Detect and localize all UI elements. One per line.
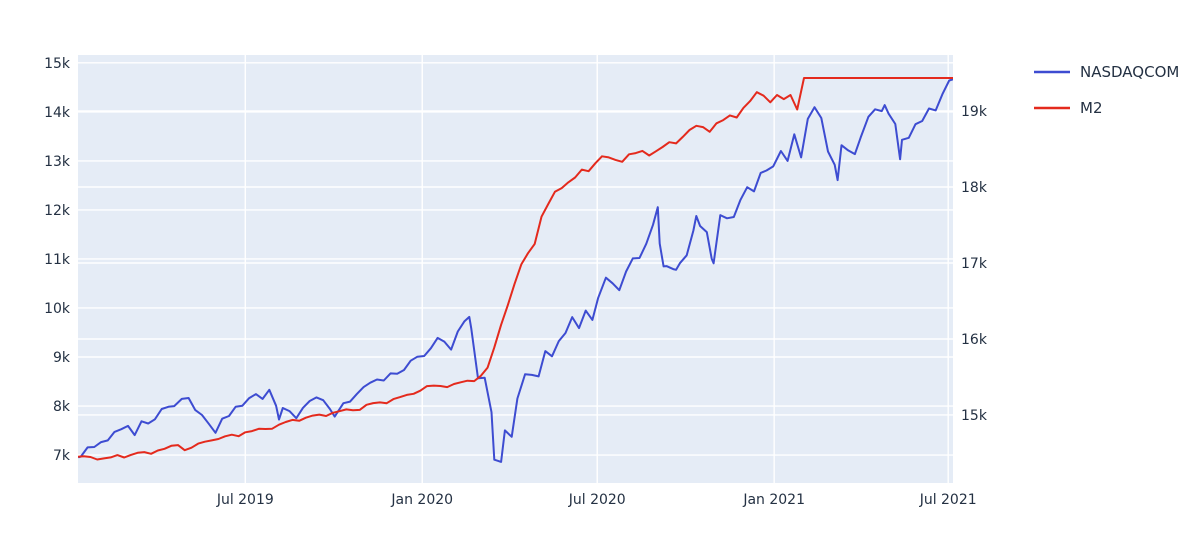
- y-left-tick-label: 11k: [44, 252, 71, 268]
- y-left-tick-label: 13k: [44, 154, 71, 170]
- y-left-tick-label: 9k: [53, 350, 71, 366]
- m2-line-sample-icon: [1034, 106, 1070, 109]
- y-right-tick-label: 16k: [961, 332, 988, 348]
- y-left-tick-label: 7k: [53, 448, 71, 464]
- series-line-nasdaqcom: [78, 78, 953, 463]
- y-left-tick-label: 15k: [44, 56, 71, 72]
- y-left-tick-label: 14k: [44, 105, 71, 121]
- y-left-tick-label: 8k: [53, 399, 71, 415]
- legend-item-nasdaqcom[interactable]: NASDAQCOM: [1033, 60, 1179, 83]
- y-right-tick-label: 15k: [961, 408, 988, 424]
- x-tick-label: Jul 2020: [568, 492, 626, 508]
- x-tick-label: Jul 2021: [919, 492, 977, 508]
- legend-label-m2: M2: [1080, 98, 1103, 117]
- y-right-tick-label: 18k: [961, 180, 988, 196]
- legend: NASDAQCOM M2: [1033, 60, 1179, 119]
- legend-item-m2[interactable]: M2: [1033, 96, 1179, 119]
- series-line-m2: [78, 77, 953, 461]
- y-left-tick-label: 12k: [44, 203, 71, 219]
- y-left-tick-label: 10k: [44, 301, 71, 317]
- legend-label-nasdaqcom: NASDAQCOM: [1080, 62, 1180, 81]
- x-tick-label: Jan 2020: [390, 492, 453, 508]
- y-right-tick-label: 19k: [961, 104, 988, 120]
- nasdaqcom-line-sample-icon: [1034, 70, 1070, 73]
- x-tick-label: Jul 2019: [216, 492, 274, 508]
- x-tick-label: Jan 2021: [742, 492, 805, 508]
- y-right-tick-label: 17k: [961, 256, 988, 272]
